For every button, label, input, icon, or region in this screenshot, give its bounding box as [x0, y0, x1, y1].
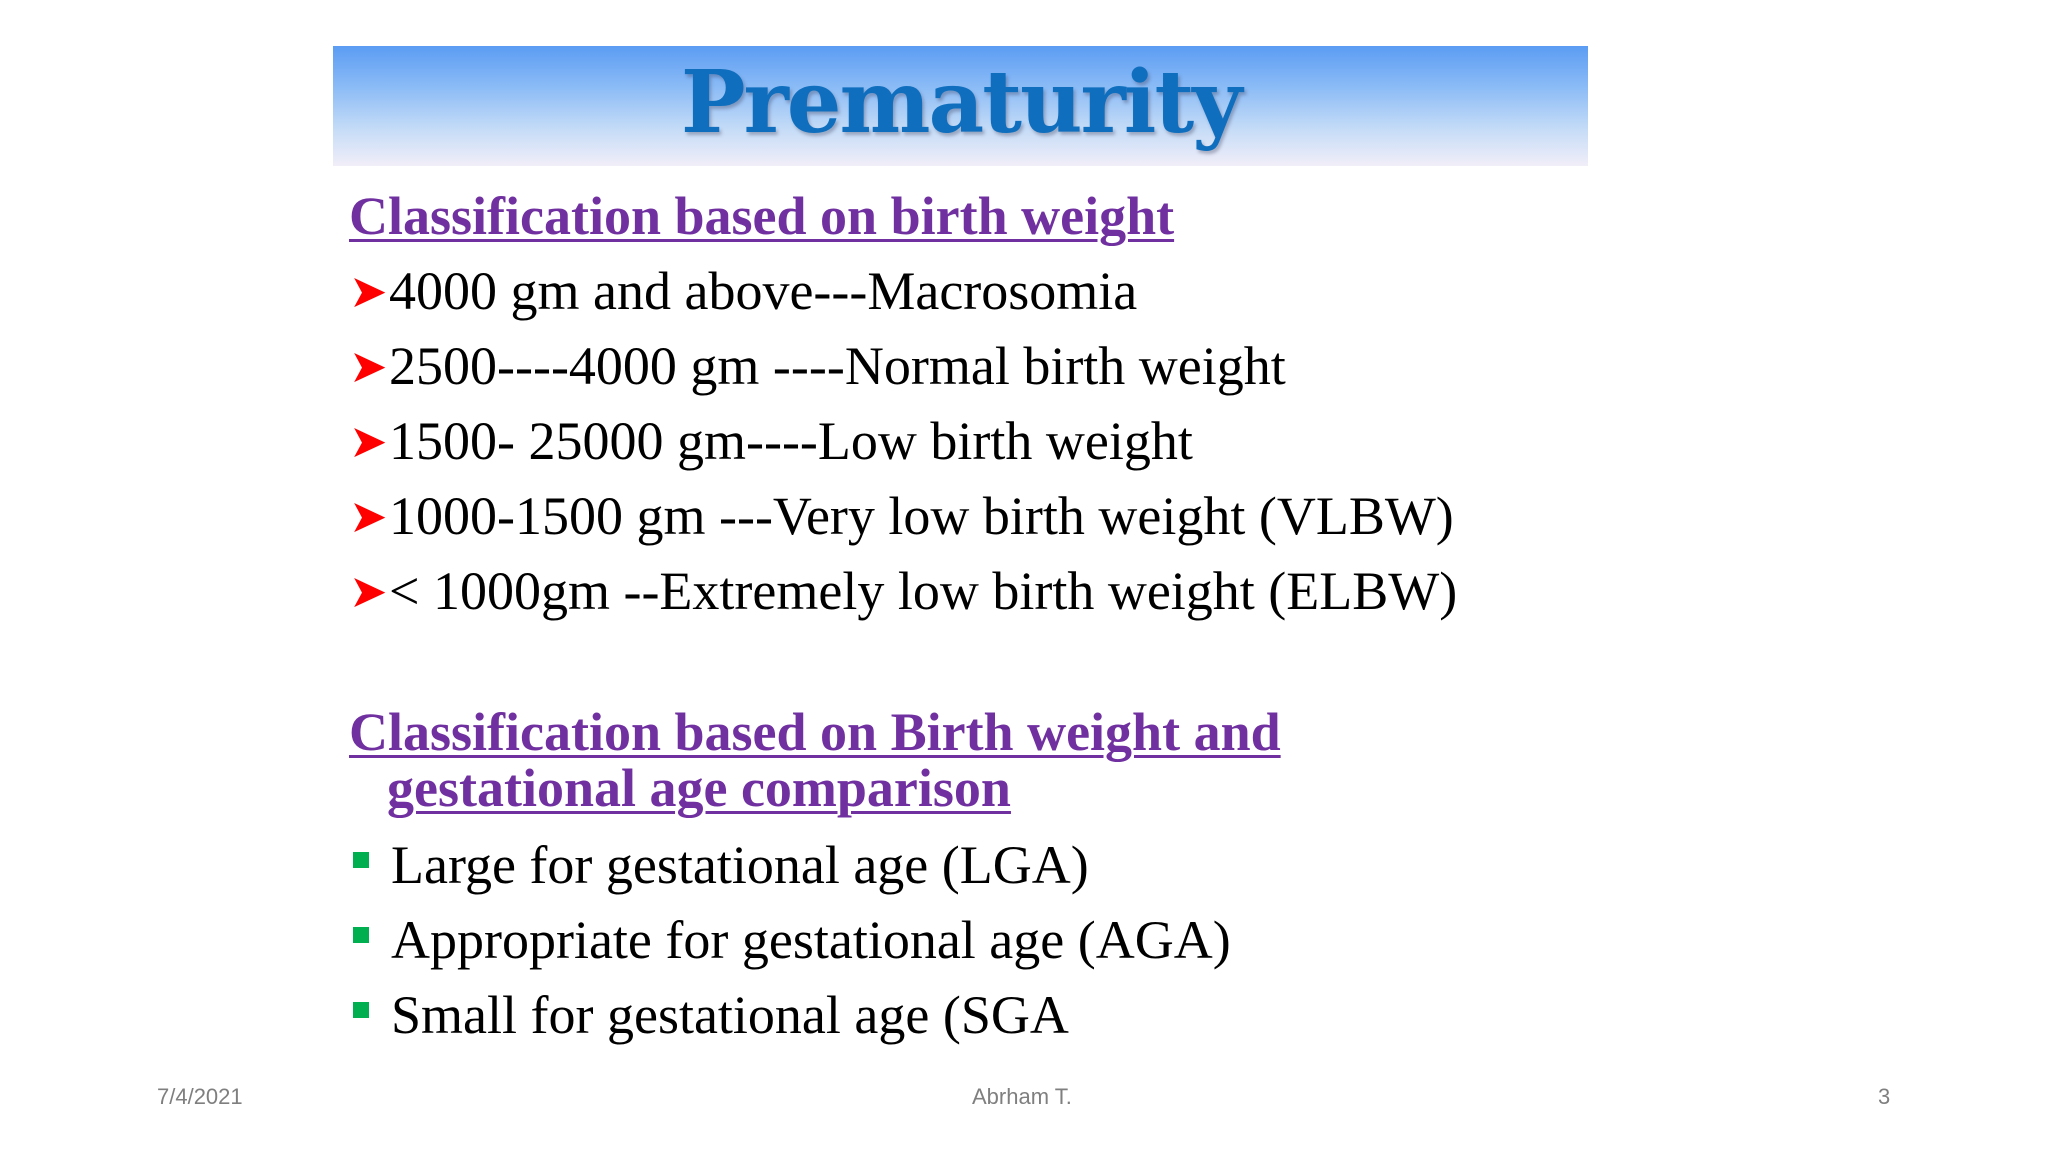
list-item-text: 1000-1500 gm ---Very low birth weight (V… [389, 486, 1454, 546]
red-arrowhead-icon: ➤ [349, 564, 388, 618]
section-heading-birth-weight: Classification based on birth weight [349, 186, 1175, 246]
list-item: Large for gestational age (LGA) [349, 828, 1589, 903]
list-item-text: < 1000gm --Extremely low birth weight (E… [389, 561, 1458, 621]
red-arrowhead-icon: ➤ [349, 339, 388, 393]
red-arrowhead-icon: ➤ [349, 489, 388, 543]
gestational-age-list: Large for gestational age (LGA) Appropri… [349, 828, 1589, 1053]
list-item-text: 1500- 25000 gm----Low birth weight [389, 411, 1193, 471]
slide-title: Prematurity [680, 51, 1242, 153]
list-item-text: 2500----4000 gm ----Normal birth weight [389, 336, 1286, 396]
slide-body: Classification based on birth weight ➤ 4… [349, 188, 1589, 1053]
list-item: ➤ 4000 gm and above---Macrosomia [349, 254, 1589, 329]
list-item-text: Small for gestational age (SGA [391, 985, 1069, 1045]
green-square-icon [353, 1001, 369, 1018]
slide-number: 3 [1878, 1084, 1891, 1109]
list-item: Appropriate for gestational age (AGA) [349, 903, 1589, 978]
list-item: ➤ 1500- 25000 gm----Low birth weight [349, 404, 1589, 479]
list-item: Small for gestational age (SGA [349, 978, 1589, 1053]
title-banner: Prematurity [333, 46, 1588, 166]
list-item-text: Large for gestational age (LGA) [391, 835, 1089, 895]
list-item-text: 4000 gm and above---Macrosomia [389, 261, 1138, 321]
list-item: ➤ 2500----4000 gm ----Normal birth weigh… [349, 329, 1589, 404]
red-arrowhead-icon: ➤ [349, 414, 388, 468]
section-heading-line-2: gestational age comparison [387, 758, 1011, 818]
red-arrowhead-icon: ➤ [349, 264, 388, 318]
green-square-icon [353, 851, 369, 868]
list-item-text: Appropriate for gestational age (AGA) [391, 910, 1231, 970]
green-square-icon [353, 926, 369, 943]
footer-author: Abrham T. [972, 1084, 1072, 1109]
list-item: ➤ < 1000gm --Extremely low birth weight … [349, 554, 1589, 629]
footer-date: 7/4/2021 [157, 1084, 243, 1109]
birth-weight-list: ➤ 4000 gm and above---Macrosomia ➤ 2500-… [349, 254, 1589, 629]
list-item: ➤ 1000-1500 gm ---Very low birth weight … [349, 479, 1589, 554]
section-spacer [349, 629, 1589, 704]
section-heading-line-1: Classification based on Birth weight and [349, 702, 1281, 762]
section-heading-gestational-age: Classification based on Birth weight and… [349, 704, 1589, 816]
